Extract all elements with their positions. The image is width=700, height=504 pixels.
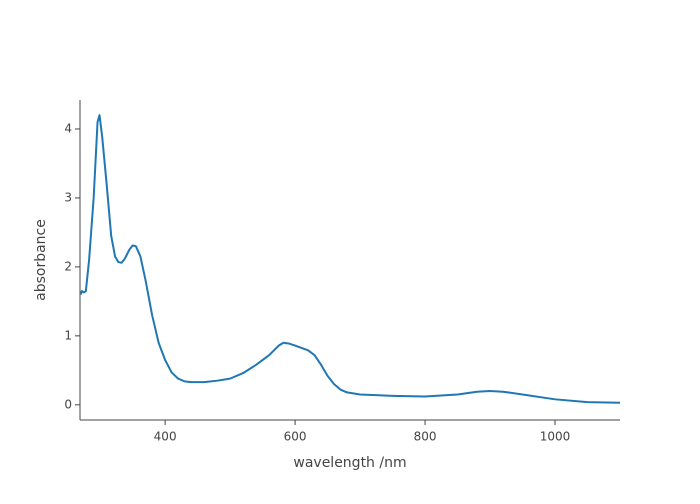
y-tick-label: 0 [64, 397, 72, 411]
x-tick-label: 1000 [540, 430, 571, 444]
spectrum-line [79, 114, 621, 404]
y-tick-label: 3 [64, 190, 72, 204]
y-tick-label: 2 [64, 259, 72, 273]
y-axis-title: absorbance [33, 219, 49, 301]
y-tick-label: 4 [64, 121, 72, 135]
x-axis-title: wavelength /nm [293, 455, 406, 471]
y-tick-label: 1 [64, 328, 72, 342]
x-tick-label: 800 [414, 430, 437, 444]
x-tick-label: 400 [154, 430, 177, 444]
x-tick-label: 600 [284, 430, 307, 444]
